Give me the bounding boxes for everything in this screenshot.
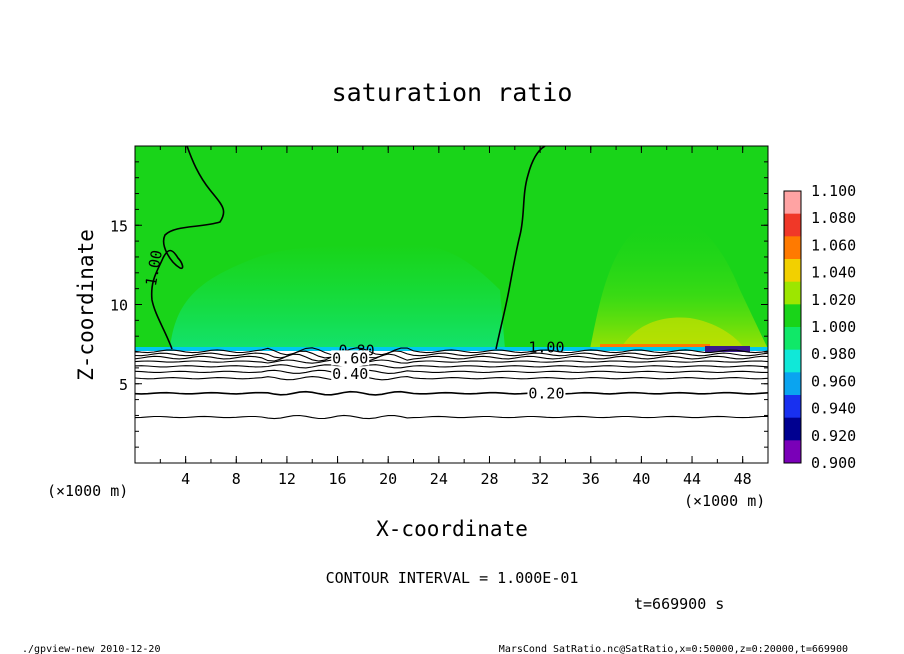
x-axis-title: X-coordinate	[376, 517, 528, 541]
contour-line	[135, 359, 768, 364]
contour-label: 0.60	[332, 349, 368, 367]
colorbar-label: 1.040	[811, 264, 856, 282]
y-tick-label: 15	[110, 217, 128, 235]
colorbar-label: 0.920	[811, 427, 856, 445]
colorbar-label: 0.980	[811, 345, 856, 363]
contour-line	[135, 414, 768, 420]
plot-area	[135, 146, 768, 463]
contour-line	[135, 364, 768, 369]
y-axis-title: Z-coordinate	[74, 229, 98, 381]
y-tick-label: 10	[110, 297, 128, 315]
colorbar-swatch	[784, 349, 801, 373]
colorbar-swatch	[784, 259, 801, 283]
colorbar-frame	[783, 190, 802, 464]
x-axis: 4 8 12 16 20 24 28 32 36 40 44 48	[159, 146, 752, 488]
contour-label-bg	[331, 366, 370, 382]
contour-interval: CONTOUR INTERVAL = 1.000E-01	[326, 569, 579, 587]
colorbar-swatch	[784, 417, 801, 441]
orange-band	[600, 344, 710, 347]
contour-lines	[135, 347, 768, 420]
x-tick-label: 24	[430, 470, 448, 488]
contour-label: 0.40	[332, 365, 368, 383]
contour-label: 1.00	[142, 249, 166, 288]
colorbar-label: 1.060	[811, 236, 856, 254]
chart-title: saturation ratio	[332, 78, 573, 107]
time-label: t=669900 s	[634, 595, 724, 613]
subsaturated-patch-left	[170, 244, 505, 349]
x-tick-label: 28	[480, 470, 498, 488]
y-tick-label: 5	[119, 376, 128, 394]
x-tick-label: 20	[379, 470, 397, 488]
colorbar-label: 1.000	[811, 318, 856, 336]
x-tick-label: 4	[181, 470, 190, 488]
colorbar-swatch	[784, 440, 801, 464]
x-tick-label: 16	[329, 470, 347, 488]
contour-line	[135, 353, 768, 362]
footer-left: ./gpview-new 2010-12-20	[22, 644, 160, 654]
supersaturated-patch-right	[590, 216, 768, 349]
contour-labels: 1.001.000.800.600.400.20	[142, 249, 566, 402]
contour-label: 0.20	[528, 384, 564, 402]
colorbar-label: 0.940	[811, 400, 856, 418]
contour-1.00-middle	[495, 146, 546, 350]
contour-line	[135, 369, 768, 375]
colorbar-swatch	[784, 304, 801, 328]
contour-line	[135, 390, 768, 396]
contour-label: 1.00	[528, 338, 564, 356]
colorbar-swatch	[784, 372, 801, 396]
contour-line	[135, 347, 768, 356]
footer-right: MarsCond_SatRatio.nc@SatRatio,x=0:50000,…	[499, 644, 848, 654]
colorbar-label: 1.100	[811, 182, 856, 200]
contour-1.00-left	[150, 146, 225, 350]
colorbar: 1.100 1.080 1.060 1.040 1.020 1.000 0.980 0.960…	[783, 182, 856, 472]
x-tick-label: 32	[531, 470, 549, 488]
x-tick-label: 40	[632, 470, 650, 488]
colorbar-swatch	[784, 213, 801, 237]
y-axis: 5 10 15	[110, 161, 768, 448]
colorbar-label: 1.080	[811, 209, 856, 227]
dark-patch	[705, 346, 750, 352]
y-unit-label: (×1000 m)	[47, 482, 128, 500]
contour-line	[135, 350, 768, 359]
x-tick-label: 44	[683, 470, 701, 488]
colorbar-label: 0.960	[811, 372, 856, 390]
x-tick-label: 12	[278, 470, 296, 488]
cloud-base-band	[135, 347, 768, 351]
colorbar-label: 0.900	[811, 454, 856, 472]
supersaturated-core	[620, 317, 745, 349]
contour-label-bg	[331, 350, 370, 366]
x-tick-label: 8	[232, 470, 241, 488]
colorbar-swatch	[784, 395, 801, 419]
colorbar-swatch	[784, 236, 801, 260]
x-unit-label: (×1000 m)	[684, 492, 765, 510]
colorbar-label: 1.020	[811, 291, 856, 309]
contour-line	[135, 376, 768, 381]
contour-label-bg	[527, 385, 566, 401]
colorbar-swatch	[784, 191, 801, 215]
x-tick-label: 48	[734, 470, 752, 488]
colorbar-swatch	[784, 281, 801, 305]
x-tick-label: 36	[582, 470, 600, 488]
colorbar-swatch	[784, 327, 801, 351]
